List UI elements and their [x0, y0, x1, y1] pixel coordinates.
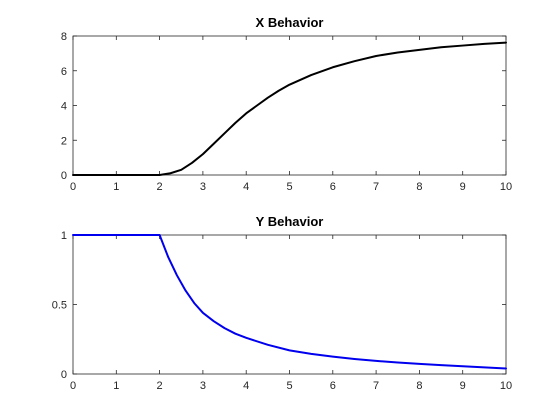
x-tick-label: 2 [157, 380, 163, 392]
x-tick-label: 10 [500, 181, 512, 193]
x-tick-label: 10 [500, 380, 512, 392]
x-tick-label: 5 [286, 380, 292, 392]
y-tick-label: 0 [61, 170, 67, 182]
x-tick-label: 6 [330, 181, 336, 193]
chart-title: X Behavior [256, 15, 324, 30]
x-tick-label: 4 [243, 380, 249, 392]
x-tick-label: 1 [113, 181, 119, 193]
y-tick-label: 0.5 [52, 300, 67, 312]
x-behavior-plot: X Behavior 0 1 2 3 4 5 6 7 8 9 10 0 2 4 6 8 [61, 15, 512, 193]
x-tick-label: 0 [70, 380, 76, 392]
x-tick-label: 7 [373, 181, 379, 193]
chart-title: Y Behavior [256, 214, 324, 229]
y-tick-label: 1 [61, 230, 67, 242]
axes-box [72, 234, 507, 375]
x-tick-label: 1 [113, 380, 119, 392]
y-tick-label: 4 [61, 101, 67, 113]
x-tick-label: 0 [70, 181, 76, 193]
y-tick-label: 6 [61, 66, 67, 78]
y-behavior-plot: Y Behavior 0 1 2 3 4 5 6 7 8 9 10 0 0.5 1 [52, 214, 512, 392]
x-tick-label: 3 [200, 380, 206, 392]
series-line [72, 234, 507, 370]
y-tick-label: 0 [61, 369, 67, 381]
x-tick-label: 4 [243, 181, 249, 193]
x-tick-label: 8 [416, 380, 422, 392]
x-tick-label: 2 [157, 181, 163, 193]
x-tick-label: 9 [460, 380, 466, 392]
axes-box [72, 35, 507, 176]
x-tick-label: 5 [286, 181, 292, 193]
y-tick-label: 2 [61, 135, 67, 147]
y-tick-label: 8 [61, 31, 67, 43]
series-line [72, 41, 507, 176]
x-tick-label: 7 [373, 380, 379, 392]
x-tick-label: 3 [200, 181, 206, 193]
x-tick-label: 8 [416, 181, 422, 193]
x-tick-label: 6 [330, 380, 336, 392]
x-tick-label: 9 [460, 181, 466, 193]
